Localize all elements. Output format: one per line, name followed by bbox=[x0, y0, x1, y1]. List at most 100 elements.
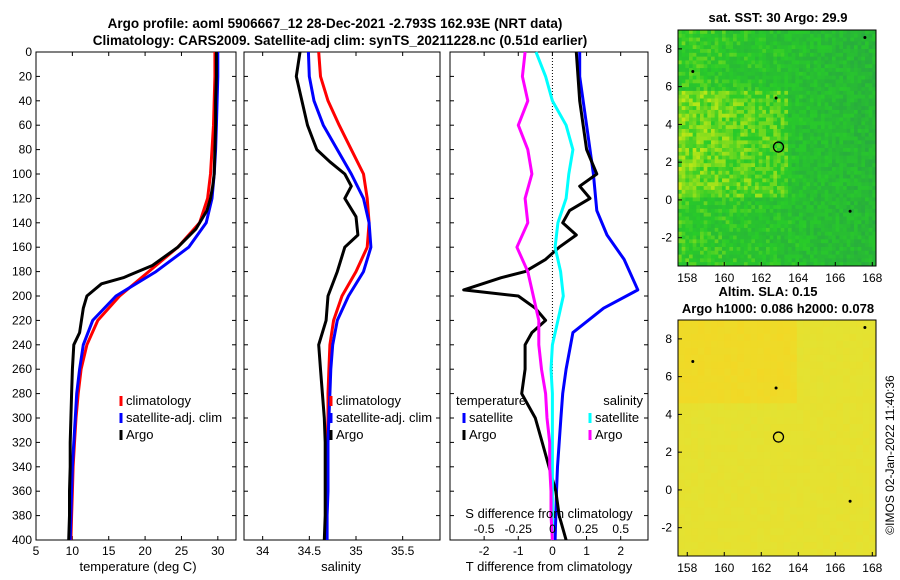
sst_map-cell bbox=[835, 239, 840, 244]
sst_map-cell bbox=[828, 136, 833, 141]
sst_map-cell bbox=[835, 189, 840, 195]
sst_map-cell bbox=[872, 109, 877, 115]
sst_map-cell bbox=[777, 189, 782, 195]
sst_map-cell bbox=[813, 201, 818, 206]
sst_map-cell bbox=[692, 163, 697, 168]
sst_map-cell bbox=[722, 56, 727, 61]
sst_map-cell bbox=[700, 132, 705, 137]
sst_map-cell bbox=[689, 75, 694, 80]
sst_map-cell bbox=[791, 49, 796, 54]
sst_map-cell bbox=[681, 197, 686, 202]
sla_map-cell bbox=[678, 431, 685, 439]
sst_map-cell bbox=[769, 125, 774, 130]
sst_map-cell bbox=[766, 170, 771, 176]
sla_map-cell bbox=[757, 361, 765, 369]
sst_map-cell bbox=[703, 109, 708, 115]
sla_map-cell bbox=[823, 403, 831, 411]
sst_map-cell bbox=[736, 125, 741, 130]
sst_map-cell bbox=[696, 121, 701, 126]
sst_map-cell bbox=[711, 106, 716, 111]
sst_map-cell bbox=[828, 239, 833, 244]
sst_map-cell bbox=[736, 182, 741, 187]
sst_map-cell bbox=[802, 30, 807, 35]
sst_map-cell bbox=[784, 30, 789, 35]
sla_map-cell bbox=[704, 382, 712, 390]
sla_map-cell bbox=[757, 528, 765, 536]
sst_map-cell bbox=[821, 45, 826, 50]
sla_map-cell bbox=[816, 354, 824, 363]
sst_map-cell bbox=[868, 208, 873, 214]
sst_map-cell bbox=[696, 151, 701, 157]
sst_map-cell bbox=[872, 148, 877, 153]
sst_map-cell bbox=[824, 60, 829, 65]
sla_map-cell bbox=[763, 417, 771, 425]
sst_map-cell bbox=[714, 117, 719, 122]
sst_map-cell bbox=[810, 197, 815, 202]
sst_map-cell bbox=[700, 117, 705, 122]
sla_map-cell bbox=[777, 340, 784, 349]
sst_map-cell bbox=[718, 113, 723, 118]
sla_map-cell bbox=[763, 549, 771, 557]
sst_map-cell bbox=[714, 201, 719, 206]
sst_map-cell bbox=[747, 186, 752, 191]
sst_map-cell bbox=[850, 159, 855, 164]
sst_map-cell bbox=[799, 125, 804, 130]
sst_map-cell bbox=[758, 197, 763, 202]
sst_map-cell bbox=[861, 49, 866, 54]
sst_map-cell bbox=[835, 41, 840, 46]
sst_map-cell bbox=[762, 170, 767, 176]
sst_map-cell bbox=[784, 121, 789, 126]
sst_map-cell bbox=[784, 79, 789, 84]
sst_map-cell bbox=[799, 113, 804, 118]
sst_map-cell bbox=[824, 113, 829, 118]
sst_map-cell bbox=[718, 106, 723, 111]
sla_map-cell bbox=[730, 507, 738, 515]
sst_map-cell bbox=[850, 33, 855, 39]
sst_map-cell bbox=[806, 125, 811, 130]
sst_map-cell bbox=[718, 186, 723, 191]
sla_map-cell bbox=[823, 333, 831, 342]
sst_map-cell bbox=[846, 148, 851, 153]
sla_map-cell bbox=[711, 340, 718, 349]
sst_map-cell bbox=[817, 121, 822, 126]
sla_map-cell bbox=[730, 424, 738, 432]
sst_map-cell bbox=[799, 106, 804, 111]
sst_map-cell bbox=[729, 212, 734, 217]
sla_map-cell bbox=[843, 396, 850, 404]
sla_map-cell bbox=[843, 444, 850, 453]
sst_map-cell bbox=[736, 45, 741, 50]
sst_map-cell bbox=[736, 224, 741, 229]
sst_map-cell bbox=[733, 155, 738, 160]
sst_map-cell bbox=[784, 37, 789, 42]
sst_map-cell bbox=[872, 189, 877, 195]
sst_map-cell bbox=[780, 113, 785, 118]
sst_map-cell bbox=[773, 56, 778, 61]
sst_map-cell bbox=[758, 33, 763, 39]
sst_map-cell bbox=[850, 148, 855, 153]
sst_map-cell bbox=[744, 155, 749, 160]
sst_map-cell bbox=[740, 186, 745, 191]
sla_map-cell bbox=[796, 507, 804, 515]
sst_map-cell bbox=[835, 246, 840, 252]
sla_map-cell bbox=[823, 542, 831, 550]
sst_map-cell bbox=[788, 174, 793, 179]
sla_map-cell bbox=[691, 361, 699, 369]
sst_map-cell bbox=[799, 220, 804, 225]
sst_map-cell bbox=[835, 227, 840, 233]
sla_map-cell bbox=[684, 326, 692, 335]
sst_map-cell bbox=[799, 140, 804, 145]
sst_map-cell bbox=[703, 159, 708, 164]
sst_map-cell bbox=[700, 250, 705, 255]
sst_map-cell bbox=[813, 163, 818, 168]
sst_map-cell bbox=[747, 224, 752, 229]
sst_map-cell bbox=[846, 60, 851, 65]
sst_map-cell bbox=[707, 83, 712, 88]
sst_map-cell bbox=[795, 197, 800, 202]
sst_map-cell bbox=[755, 163, 760, 168]
sla_map-cell bbox=[704, 375, 712, 383]
sla_map-cell bbox=[803, 382, 811, 390]
sst_map-cell bbox=[769, 90, 774, 96]
temperature-ytick-label: 380 bbox=[12, 509, 32, 523]
sst_map-cell bbox=[777, 75, 782, 80]
sst_map-cell bbox=[784, 243, 789, 248]
